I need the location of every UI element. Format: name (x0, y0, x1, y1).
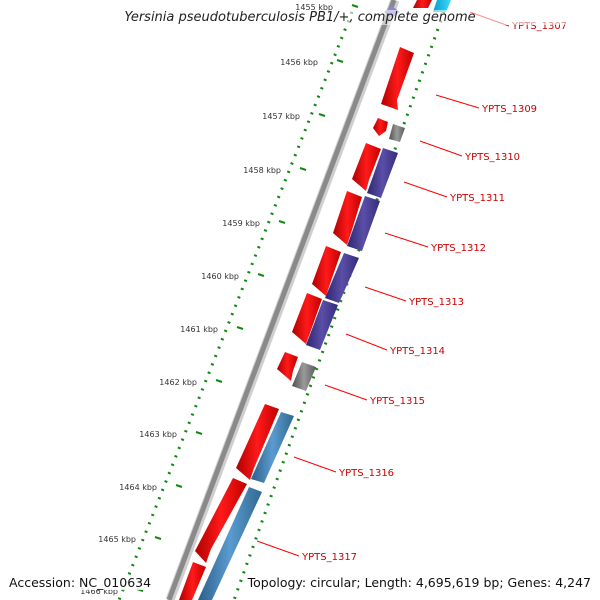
feature-red-1315 (277, 352, 298, 381)
gene-label: YPTS_1311 (449, 193, 505, 204)
gene-leader-line (256, 540, 300, 557)
gene-label: YPTS_1310 (464, 152, 520, 163)
gene-label: YPTS_1314 (389, 346, 445, 357)
accession-text: Accession: NC_010634 (9, 575, 152, 590)
kbp-tick (215, 379, 223, 383)
feature-gray-1310 (389, 124, 405, 142)
feature-red-1309 (381, 47, 414, 110)
gene-leader-line (364, 286, 407, 302)
kbp-label: 1460 kbp (201, 272, 239, 281)
outer-tick-track (117, 11, 354, 600)
gene-labels: YPTS_1307 YPTS_1309 YPTS_1310 YPTS_1311 YPTS… (301, 21, 567, 563)
gene-leader-line (345, 333, 388, 351)
kbp-tick (351, 4, 359, 8)
kbp-tick (257, 273, 265, 277)
gene-label: YPTS_1309 (481, 104, 537, 115)
gene-label: YPTS_1307 (511, 21, 567, 32)
gene-leader-line (419, 140, 463, 157)
kbp-label: 1462 kbp (159, 378, 197, 387)
kbp-label: 1458 kbp (243, 166, 281, 175)
topology-text: Topology: circular; Length: 4,695,619 bp… (247, 575, 591, 590)
gene-leader-line (403, 181, 448, 198)
feature-purple-1314 (306, 300, 338, 350)
kbp-label: 1463 kbp (139, 430, 177, 439)
kbp-tick (195, 431, 203, 435)
kbp-tick (236, 326, 244, 330)
feature-red-1312 (333, 191, 362, 245)
feature-red-1310 (373, 118, 388, 136)
gene-leader-line (293, 456, 337, 473)
gene-label: YPTS_1316 (338, 468, 394, 479)
kbp-tick (318, 113, 326, 117)
feature-red-1313 (312, 246, 341, 296)
feature-cyan (433, 0, 451, 12)
kbp-tick (299, 167, 307, 171)
feature-steel-1317 (198, 487, 262, 600)
feature-red-bottom (179, 562, 206, 600)
gene-label: YPTS_1317 (301, 552, 357, 563)
kbp-label: 1466 kbp (80, 587, 118, 596)
gene-label: YPTS_1315 (369, 396, 425, 407)
kbp-label: 1457 kbp (262, 112, 300, 121)
gene-leader-line (384, 232, 429, 248)
feature-steel-1316 (251, 412, 294, 483)
genome-title: Yersinia pseudotuberculosis PB1/+, compl… (0, 10, 600, 25)
backbone (166, 0, 397, 600)
feature-red-1311 (352, 143, 381, 191)
gene-label: YPTS_1312 (430, 243, 486, 254)
kbp-label: 1456 kbp (280, 58, 318, 67)
feature-red-1314 (292, 293, 322, 344)
feature-red-1317 (195, 478, 247, 563)
gene-features (179, 0, 451, 600)
feature-purple-1311 (367, 148, 398, 198)
kbp-tick (336, 59, 344, 63)
kbp-label: 1464 kbp (119, 483, 157, 492)
kbp-label: 1455 kbp (295, 3, 333, 12)
feature-red-1316 (236, 404, 279, 480)
kbp-tick (278, 220, 286, 224)
kbp-tick (154, 536, 162, 540)
feature-purple-1312 (347, 196, 380, 251)
feature-gray-1315 (292, 362, 316, 391)
kbp-label: 1461 kbp (180, 325, 218, 334)
kbp-labels: 1455 kbp 1456 kbp 1457 kbp 1458 kbp 1459 kbp… (80, 3, 333, 596)
feature-red-1307 (413, 0, 432, 8)
kbp-label: 1465 kbp (98, 535, 136, 544)
kbp-label: 1459 kbp (222, 219, 260, 228)
gene-leader-line (435, 94, 480, 109)
kbp-tick (175, 484, 183, 488)
gene-leader-line (324, 384, 368, 401)
feature-purple-1313 (325, 253, 359, 303)
gene-label: YPTS_1313 (408, 297, 464, 308)
